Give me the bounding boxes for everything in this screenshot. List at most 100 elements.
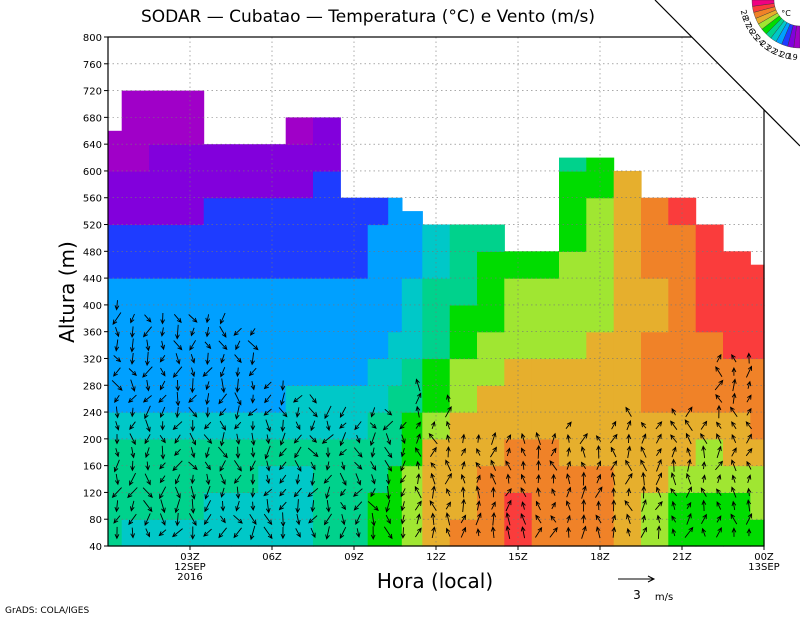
wind-arrow (308, 515, 318, 524)
temperature-cell (203, 251, 232, 279)
wind-arrow (686, 501, 692, 510)
wind-arrow (309, 394, 317, 404)
wind-arrow (656, 447, 662, 456)
temperature-cell (313, 438, 341, 467)
wind-arrow (219, 326, 227, 338)
wind-arrow (461, 433, 466, 444)
wind-arrow (715, 366, 723, 377)
temperature-cell (477, 224, 505, 252)
wind-arrow (640, 459, 647, 472)
wind-arrow (521, 460, 526, 470)
wind-arrow (746, 394, 752, 403)
wind-arrow (113, 515, 121, 524)
wind-arrow (671, 500, 677, 510)
wind-arrow (491, 431, 497, 445)
wind-arrow (309, 435, 318, 443)
wind-arrow (129, 500, 135, 512)
wind-arrow (624, 500, 633, 512)
wind-arrow (370, 488, 376, 498)
wind-arrow (220, 487, 225, 498)
temperature-cell (285, 492, 314, 520)
temperature-cell (313, 224, 341, 252)
grid-lines (108, 37, 764, 546)
wind-arrow (144, 405, 151, 420)
wind-arrow (354, 421, 362, 431)
wind-arrow (385, 474, 391, 485)
temperature-cell (108, 438, 123, 467)
wind-arrow (370, 447, 376, 458)
temperature-cell (531, 331, 560, 360)
wind-arrow (111, 380, 123, 391)
temperature-cell (258, 358, 287, 386)
wind-arrow (324, 405, 332, 420)
temperature-cell (108, 278, 123, 306)
temperature-cell (586, 385, 615, 413)
wind-arrow (656, 514, 662, 523)
wind-arrow (247, 408, 258, 417)
wind-arrow (203, 513, 212, 526)
wind-arrow (205, 314, 211, 324)
temperature-cell (559, 278, 587, 306)
wind-arrow (339, 422, 347, 429)
wind-arrow (611, 514, 616, 524)
temperature-cell (531, 251, 560, 279)
wind-arrow (655, 486, 662, 498)
wind-arrow (339, 432, 347, 447)
wind-arrow (579, 432, 588, 445)
wind-arrow (265, 460, 271, 472)
wind-arrow (280, 419, 286, 433)
wind-arrow (188, 407, 198, 418)
wind-arrow (204, 341, 212, 350)
wind-arrow (114, 406, 120, 419)
wind-arrow (505, 512, 511, 526)
temperature-cell (285, 117, 314, 145)
temperature-cell (695, 331, 724, 360)
temperature-cell (750, 278, 765, 306)
wind-arrow (142, 395, 152, 403)
wind-arrow (113, 459, 120, 473)
wind-arrow (535, 526, 543, 538)
wind-arrow (115, 326, 120, 338)
wind-arrow (731, 459, 737, 472)
wind-arrow (731, 421, 737, 430)
temperature-cell (388, 465, 403, 493)
temperature-cell (613, 278, 642, 306)
wind-arrow (307, 447, 319, 458)
temperature-cell (121, 144, 150, 172)
wind-arrow (279, 474, 287, 484)
temperature-cell (340, 331, 369, 360)
temperature-cell (401, 304, 423, 333)
wind-arrow (355, 434, 361, 444)
wind-arrow (310, 527, 316, 539)
wind-arrow (371, 474, 376, 485)
wind-arrow (655, 421, 663, 430)
temperature-cell (313, 197, 341, 226)
wind-arrow (114, 300, 120, 311)
wind-arrow (746, 499, 752, 512)
temperature-cell (586, 412, 615, 440)
temperature-cell (108, 130, 123, 145)
wind-arrow (295, 421, 301, 431)
temperature-cell (108, 304, 123, 333)
temperature-cell (388, 197, 403, 226)
wind-arrow (416, 473, 421, 485)
wind-arrow (144, 434, 151, 445)
temperature-cell (401, 519, 423, 547)
temperature-cell (231, 170, 259, 199)
wind-arrow (265, 474, 271, 485)
wind-arrow (114, 473, 120, 486)
temperature-cell (422, 251, 451, 279)
wind-arrow (278, 448, 287, 457)
wind-arrow (250, 352, 255, 366)
wind-arrow (746, 380, 752, 389)
wind-arrow (400, 460, 406, 472)
temperature-cell (613, 224, 642, 252)
wind-arrow (446, 487, 451, 497)
temperature-cell (723, 438, 751, 467)
wind-arrow (295, 513, 301, 526)
wind-arrow (429, 500, 437, 511)
temperature-cell (203, 385, 232, 413)
temperature-cell (504, 385, 533, 413)
wind-arrow (158, 529, 167, 537)
